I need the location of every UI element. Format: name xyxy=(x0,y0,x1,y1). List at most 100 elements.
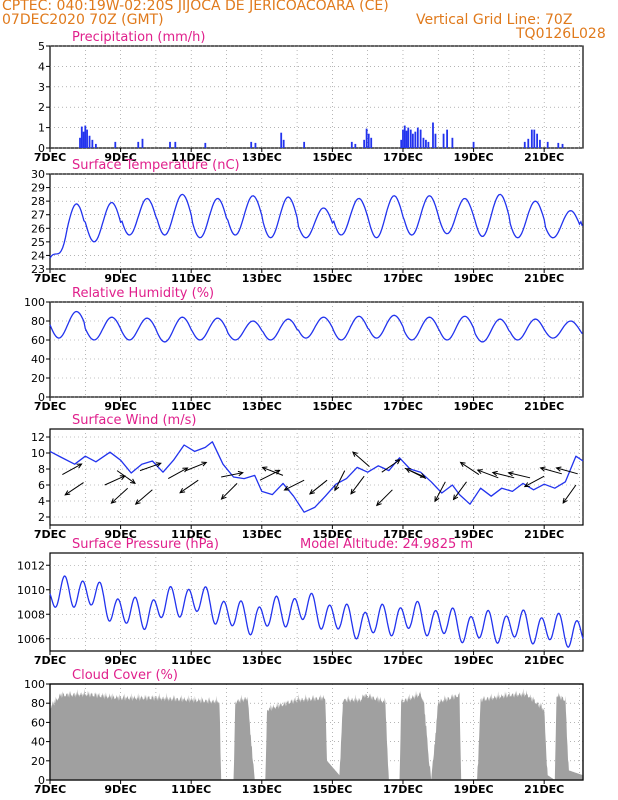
panel-5-frame xyxy=(49,552,584,652)
precip-bar xyxy=(169,141,171,148)
panel-5-ytick-label: 1006 xyxy=(17,633,45,646)
precip-bar xyxy=(536,133,539,148)
panel-5-xtick-label: 15DEC xyxy=(312,654,352,667)
panel-1-title: Precipitation (mm/h) xyxy=(72,30,205,45)
precip-bar xyxy=(416,127,419,148)
wind-vector xyxy=(111,487,128,504)
panel-5-xtick-label: 19DEC xyxy=(454,654,494,667)
panel-5-xtick-label: 13DEC xyxy=(242,654,282,667)
precip-bar xyxy=(409,129,412,148)
panel-4-frame xyxy=(49,428,584,526)
precip-bar xyxy=(405,130,408,148)
panel-2-ytick-label: 25 xyxy=(31,236,45,249)
wind-vector-head xyxy=(237,470,244,477)
wind-vector xyxy=(492,471,515,479)
wind-vector xyxy=(139,462,161,472)
precip-bar xyxy=(174,141,177,148)
header-date: 07DEC2020 70Z (GMT) xyxy=(2,12,164,28)
precip-bar xyxy=(442,133,445,148)
panel-4-ytick-label: 10 xyxy=(31,447,45,460)
precip-bar xyxy=(411,133,414,148)
panel-5-xtick-label: 21DEC xyxy=(524,654,564,667)
precip-bar xyxy=(250,141,253,148)
humidity-line xyxy=(49,310,583,343)
wind-vector-head xyxy=(405,468,412,474)
wind-vector xyxy=(376,489,393,506)
panel-5-ytick-label: 1012 xyxy=(17,559,45,572)
wind-vector-head xyxy=(350,488,356,495)
precip-bar xyxy=(204,142,207,148)
wind-vector xyxy=(540,467,562,475)
panel-4-ytick-label: 12 xyxy=(31,431,45,444)
panel-3-ytick-label: 100 xyxy=(24,296,45,309)
panel-1-ytick-label: 4 xyxy=(38,60,45,73)
precip-bar xyxy=(80,126,83,148)
precip-bar xyxy=(280,132,283,148)
wind-vector-head xyxy=(130,478,136,484)
temperature-line xyxy=(49,193,583,259)
precip-bar xyxy=(367,133,370,148)
panel-4-xtick-label: 11DEC xyxy=(171,528,211,541)
panel-5-xtick-label: 17DEC xyxy=(383,654,423,667)
panel-5-xtick-label: 9DEC xyxy=(104,654,136,667)
panel-2-xtick-label: 9DEC xyxy=(104,272,136,285)
panel-3-xtick-label: 19DEC xyxy=(454,400,494,413)
wind-vector-head xyxy=(434,496,440,503)
panel-2-xtick-label: 13DEC xyxy=(242,272,282,285)
panel-2-xtick-label: 7DEC xyxy=(34,272,66,285)
panel-1-ytick-label: 3 xyxy=(38,81,45,94)
wind-vector xyxy=(556,467,578,475)
precip-bar xyxy=(446,129,449,148)
panel-5-xtick-label: 11DEC xyxy=(171,654,211,667)
precip-bar xyxy=(400,139,403,148)
wind-vector-head xyxy=(555,466,562,472)
precip-bar xyxy=(363,139,366,148)
panel-3-frame xyxy=(49,301,584,398)
precip-bar xyxy=(94,143,97,148)
panel-6-ytick-label: 80 xyxy=(31,697,45,710)
precip-bar xyxy=(434,133,437,148)
wind-vector-head xyxy=(155,462,162,468)
wind-vector xyxy=(562,484,577,504)
panel-4-xtick-label: 9DEC xyxy=(104,528,136,541)
wind-vector-head xyxy=(182,467,189,473)
panel-1-xtick-label: 17DEC xyxy=(383,151,423,164)
panel-1-xtick-label: 21DEC xyxy=(524,151,564,164)
panel-6-ytick-label: 0 xyxy=(38,774,45,787)
precip-bar xyxy=(84,125,87,148)
wind-vector-head xyxy=(507,471,514,477)
wind-vector-head xyxy=(179,488,186,494)
wind-vector-head xyxy=(419,472,426,478)
panel-4-xtick-label: 21DEC xyxy=(524,528,564,541)
wind-vector-head xyxy=(375,500,382,507)
precip-bar xyxy=(254,142,257,148)
wind-vector-head xyxy=(476,469,483,475)
precip-bar xyxy=(530,129,533,148)
panel-6-xtick-label: 19DEC xyxy=(454,783,494,796)
panel-4-xtick-label: 13DEC xyxy=(242,528,282,541)
wind-vector xyxy=(221,483,238,500)
panel-2-xtick-label: 21DEC xyxy=(524,272,564,285)
panel-4-title: Surface Wind (m/s) xyxy=(72,413,196,428)
panel-2-xtick-label: 11DEC xyxy=(171,272,211,285)
panel-2-ytick-label: 29 xyxy=(31,182,45,195)
wind-vector xyxy=(104,475,125,486)
panel-4-xtick-label: 17DEC xyxy=(383,528,423,541)
header-title: CPTEC: 040:19W-02:20S JIJOCA DE JERICOAC… xyxy=(2,0,389,14)
header-code: TQ0126L028 xyxy=(516,26,606,42)
panel-4-xtick-label: 15DEC xyxy=(312,528,352,541)
precip-bar xyxy=(432,122,434,148)
wind-vector xyxy=(259,469,280,481)
wind-vector xyxy=(477,469,499,479)
panel-2-ytick-label: 27 xyxy=(31,209,45,222)
precip-bar xyxy=(414,131,417,148)
panel-2-ytick-label: 28 xyxy=(31,195,45,208)
wind-vector xyxy=(179,479,199,494)
panel-1-xtick-label: 9DEC xyxy=(104,151,136,164)
panel-1-ytick-label: 5 xyxy=(38,40,45,53)
panel-2-ytick-label: 30 xyxy=(31,168,45,181)
panel-2-frame xyxy=(49,173,584,270)
precip-bar xyxy=(546,141,549,148)
wind-vector-head xyxy=(459,461,466,467)
